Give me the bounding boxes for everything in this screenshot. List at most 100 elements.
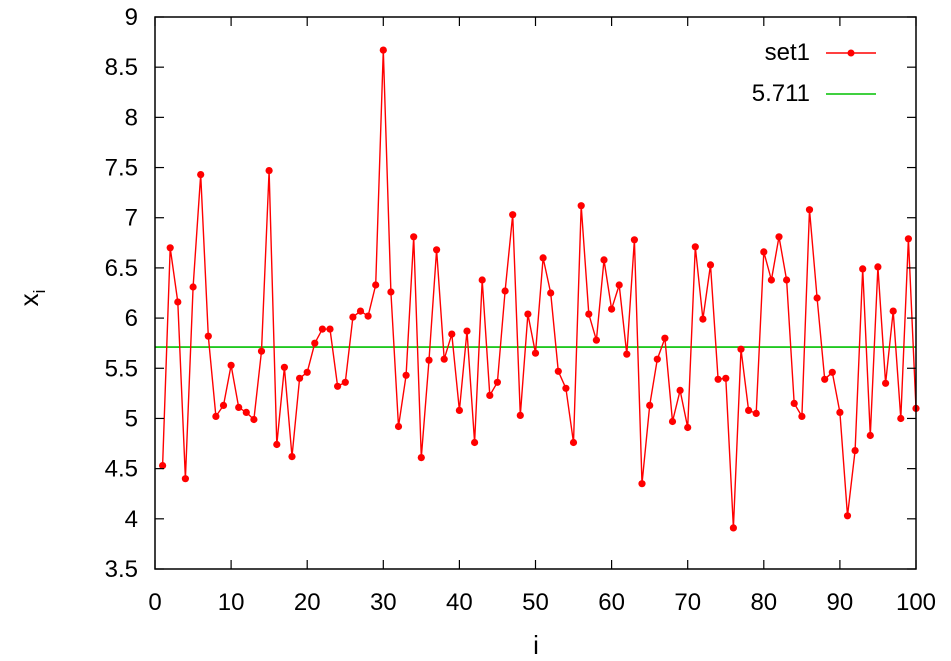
axis-ticks (154, 16, 917, 570)
y-axis-title-main: x (14, 293, 44, 306)
data-point (166, 244, 174, 252)
data-point (356, 307, 365, 315)
data-point (394, 422, 403, 431)
x-axis-title: i (533, 630, 539, 660)
x-tick-label: 90 (827, 589, 854, 616)
y-axis-title: xi (14, 290, 49, 307)
data-point (493, 378, 501, 386)
data-point (828, 368, 836, 376)
data-point (684, 423, 692, 432)
data-point (364, 312, 372, 320)
data-point (349, 313, 357, 321)
x-tick-label: 60 (598, 589, 625, 616)
data-point (159, 462, 167, 470)
data-point (455, 406, 463, 414)
legend-label-mean: 5.711 (752, 80, 810, 107)
data-point (440, 355, 448, 363)
y-tick-label: 4 (125, 506, 138, 533)
y-axis-title-subscript: i (30, 290, 49, 294)
data-point (204, 332, 212, 340)
data-point (402, 371, 410, 379)
data-point (197, 171, 205, 179)
data-point (280, 363, 288, 371)
data-point (311, 339, 319, 347)
data-point (562, 384, 570, 392)
data-point (805, 206, 814, 214)
data-point (554, 367, 562, 375)
data-point (531, 349, 540, 357)
x-tick-label: 40 (446, 589, 473, 616)
data-point (387, 288, 395, 296)
data-point (585, 310, 593, 318)
data-point (722, 374, 730, 382)
data-point (425, 356, 433, 364)
data-point (463, 327, 471, 335)
data-point (767, 276, 776, 284)
data-point (341, 378, 349, 386)
data-point (729, 524, 738, 532)
data-point (181, 475, 189, 483)
x-tick-label: 30 (370, 589, 397, 616)
data-point (790, 399, 798, 407)
data-point (836, 408, 844, 416)
data-point (501, 287, 509, 295)
data-point (859, 265, 867, 273)
data-point (691, 243, 699, 251)
data-point (516, 411, 524, 419)
data-point (866, 431, 874, 440)
data-point (509, 211, 517, 219)
data-point (219, 401, 228, 409)
y-tick-labels: 3.5 4 4.5 5 5.5 6 6.5 7 7.5 8 8.5 9 (105, 4, 138, 583)
series-line-0 (161, 49, 917, 529)
data-point (174, 298, 182, 306)
data-point (699, 315, 707, 323)
data-point (714, 375, 722, 383)
data-point (539, 254, 547, 262)
data-point (478, 276, 486, 284)
data-point (318, 325, 326, 333)
data-point (372, 281, 380, 289)
data-point (661, 334, 669, 342)
y-tick-label: 8.5 (105, 54, 138, 81)
data-point (851, 447, 859, 455)
y-tick-label: 6.5 (105, 255, 138, 282)
y-tick-label: 5.5 (105, 355, 138, 382)
data-point (303, 368, 311, 376)
data-point (486, 391, 494, 399)
x-tick-label: 70 (674, 589, 701, 616)
data-point (600, 256, 608, 264)
data-point (813, 294, 821, 302)
legend: set1 5.711 (752, 39, 876, 107)
data-point (630, 236, 639, 244)
data-point (608, 305, 616, 313)
plot-lines (155, 49, 917, 529)
data-point (242, 408, 250, 416)
x-tick-label: 20 (294, 589, 321, 616)
data-point (410, 233, 418, 241)
x-tick-label: 80 (750, 589, 777, 616)
data-point (752, 409, 760, 417)
data-point (676, 386, 684, 394)
legend-label-set1: set1 (765, 39, 810, 66)
data-point (653, 355, 661, 363)
data-point (760, 248, 768, 256)
y-tick-label: 9 (125, 4, 138, 31)
data-point (668, 417, 677, 426)
y-tick-label: 6 (125, 305, 138, 332)
data-point (737, 345, 745, 353)
data-point (889, 307, 897, 315)
y-tick-label: 7 (125, 205, 138, 232)
data-point (775, 233, 783, 241)
y-tick-label: 4.5 (105, 456, 138, 483)
data-point (646, 401, 654, 409)
legend-marker-set1 (847, 49, 855, 57)
data-point (615, 281, 623, 289)
plot-markers (159, 46, 920, 532)
y-tick-label: 5 (125, 405, 138, 432)
data-point (417, 454, 425, 462)
data-point (288, 453, 296, 461)
data-point (706, 261, 715, 269)
y-tick-label: 8 (125, 104, 138, 131)
data-point (577, 202, 585, 210)
